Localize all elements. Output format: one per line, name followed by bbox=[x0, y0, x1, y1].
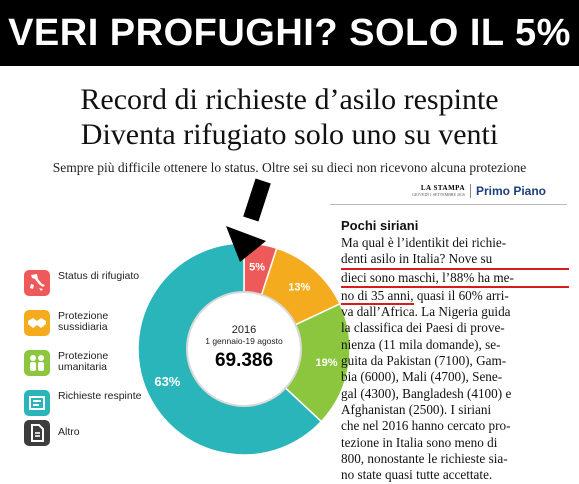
divider bbox=[330, 204, 567, 205]
article-line: va dall’Africa. La Nigeria guida bbox=[341, 304, 511, 320]
article-line: guita da Pakistan (7100), Gam- bbox=[341, 353, 507, 369]
article: Pochi siriani Ma qual è l’identikit dei … bbox=[341, 218, 569, 483]
banner-title: VERI PROFUGHI? SOLO IL 5% bbox=[0, 0, 579, 66]
headline-line-1: Record di richieste d’asilo respinte bbox=[80, 83, 499, 116]
article-line: Afghanistan (2500). I siriani bbox=[341, 401, 492, 417]
legend-item: Protezione sussidiaria bbox=[24, 310, 144, 342]
article-line-rest: quasi il 60% arri- bbox=[413, 287, 509, 303]
legend-item: Richieste respinte bbox=[24, 390, 144, 422]
subheadline: Sempre più difficile ottenere lo status.… bbox=[52, 160, 527, 175]
slice-label: 19% bbox=[315, 357, 337, 369]
legend-label: Protezione umanitaria bbox=[58, 350, 109, 373]
article-line-underlined-part: no di 35 anni, bbox=[341, 287, 414, 305]
newspaper-date: GIOVEDÌ 1 SETTEMBRE 2016 bbox=[412, 192, 465, 197]
article-line: Ma qual è l’identikit dei richie- bbox=[341, 235, 507, 250]
newspaper-masthead: LA STAMPA GIOVEDÌ 1 SETTEMBRE 2016 bbox=[405, 184, 465, 197]
donut-slice bbox=[137, 242, 323, 456]
legend-item: Status di rifugiato bbox=[24, 270, 144, 302]
article-line: denti asilo in Italia? Nove su bbox=[341, 251, 569, 270]
handshake-icon bbox=[24, 310, 50, 336]
article-line: bia (6000), Mali (4700), Sene- bbox=[341, 369, 503, 385]
legend-item: Protezione umanitaria bbox=[24, 350, 144, 382]
article-line: la classifica dei Paesi di prove- bbox=[341, 320, 505, 336]
stamp-icon bbox=[24, 390, 50, 416]
arrow-icon bbox=[226, 178, 271, 262]
italy-map-icon bbox=[24, 270, 50, 296]
legend-label: Richieste respinte bbox=[58, 390, 142, 402]
donut-slice bbox=[243, 242, 278, 296]
legend-label: Protezione sussidiaria bbox=[58, 310, 109, 333]
article-line: dieci sono maschi, l’88% ha me- bbox=[341, 270, 569, 288]
article-line: nienza (11 mila domande), se- bbox=[341, 336, 501, 352]
article-line: tezione in Italia sono meno di bbox=[341, 434, 498, 450]
slice-label: 5% bbox=[249, 262, 265, 274]
legend-label: Status di rifugiato bbox=[58, 270, 140, 282]
document-icon bbox=[24, 420, 50, 446]
center-total: 69.386 bbox=[215, 350, 273, 371]
center-period: 1 gennaio-19 agosto bbox=[205, 336, 283, 346]
article-line: che nel 2016 hanno cercato pro- bbox=[341, 418, 511, 434]
newspaper-name: LA STAMPA bbox=[420, 184, 465, 192]
legend-label: Altro bbox=[58, 426, 80, 438]
article-line: gal (4300), Bangladesh (4100) e bbox=[341, 385, 512, 401]
donut-slice bbox=[260, 247, 341, 326]
center-year: 2016 bbox=[232, 324, 256, 336]
article-line: no state quasi tutte accettate. bbox=[341, 467, 493, 483]
article-line: no di 35 anni, quasi il 60% arri- bbox=[341, 287, 569, 305]
people-icon bbox=[24, 350, 50, 376]
section-label: Primo Piano bbox=[470, 184, 546, 198]
chart-center-disc bbox=[186, 291, 302, 407]
slice-label: 63% bbox=[154, 374, 180, 389]
slice-label: 13% bbox=[288, 281, 310, 293]
legend-item: Altro bbox=[24, 420, 144, 452]
article-title: Pochi siriani bbox=[341, 218, 419, 233]
article-line: 800, nonostante le richieste sia- bbox=[341, 450, 508, 466]
headline-line-2: Diventa rifugiato solo uno su venti bbox=[80, 118, 499, 151]
